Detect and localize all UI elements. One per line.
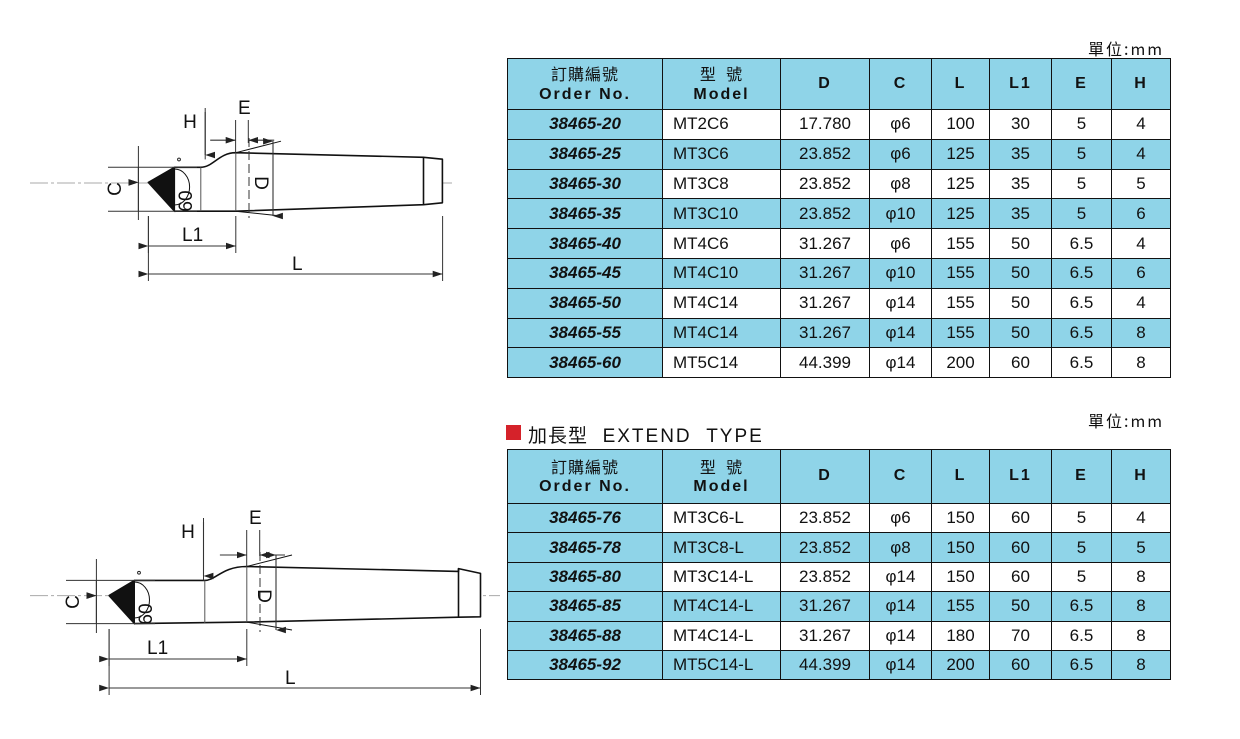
svg-text:L1: L1 bbox=[147, 638, 168, 659]
svg-text:C: C bbox=[63, 595, 84, 609]
svg-text:L1: L1 bbox=[182, 225, 203, 246]
svg-text:D: D bbox=[253, 589, 274, 603]
svg-text:H: H bbox=[181, 522, 195, 543]
svg-text:E: E bbox=[238, 98, 251, 119]
svg-text:L: L bbox=[292, 254, 303, 275]
svg-text:60: 60 bbox=[176, 190, 197, 211]
svg-text:C: C bbox=[105, 182, 126, 196]
svg-text:L: L bbox=[285, 668, 296, 689]
svg-text:D: D bbox=[250, 176, 271, 190]
svg-text:60: 60 bbox=[136, 603, 157, 624]
svg-text:E: E bbox=[249, 508, 262, 529]
svg-text:H: H bbox=[183, 112, 197, 133]
